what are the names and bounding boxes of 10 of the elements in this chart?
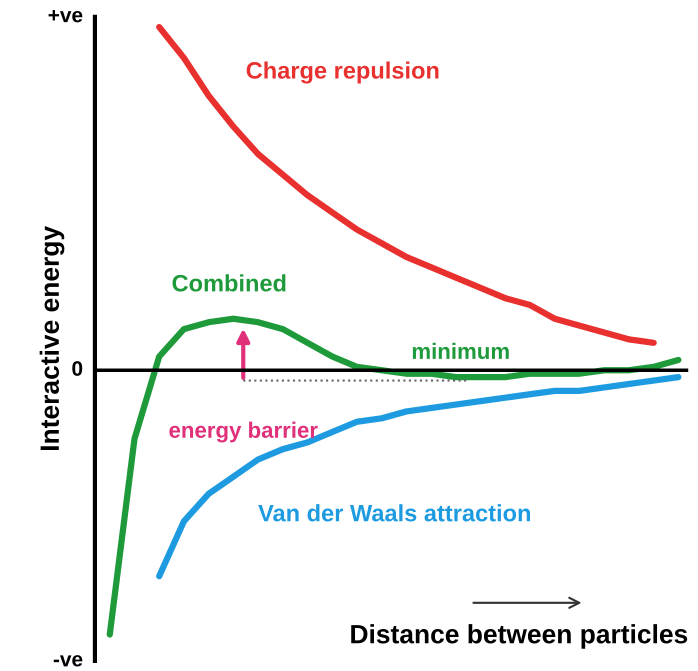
series-label: Van der Waals attraction <box>258 504 530 522</box>
x-axis-title: Distance between particles <box>351 624 688 649</box>
text: 0 <box>72 361 82 376</box>
series-label: Charge repulsion <box>246 61 438 84</box>
text: +ve <box>48 10 82 22</box>
series-label: Combined <box>172 274 286 292</box>
annotation: minimum <box>412 342 509 360</box>
annotation: energy barrier <box>169 422 318 442</box>
text: -ve <box>54 655 82 667</box>
y-axis-title: Interactive energy <box>40 226 64 450</box>
